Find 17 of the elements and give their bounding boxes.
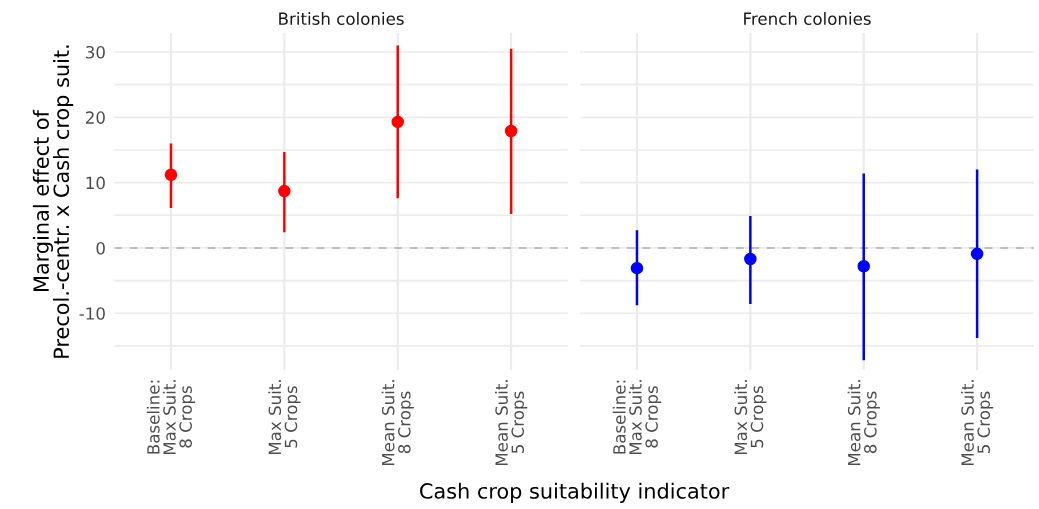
x-tick-label: Max Suit. 5 Crops <box>734 380 767 455</box>
x-tick-label: Mean Suit. 8 Crops <box>847 380 880 466</box>
y-tick-label: 20 <box>85 111 105 124</box>
x-tick-label: Mean Suit. 5 Crops <box>494 380 528 466</box>
x-tick-label: Baseline: Max Suit. 8 Crops <box>146 380 196 455</box>
x-tick-label: Baseline: Max Suit. 8 Crops <box>612 380 662 455</box>
chart-title: British colonies <box>279 12 404 25</box>
y-tick-label: 0 <box>96 241 105 255</box>
chart-title: French colonies <box>744 12 871 25</box>
x-tick-label: Mean Suit. 8 Crops <box>381 380 414 466</box>
x-axis-title: Cash crop suitability indicator <box>420 482 730 503</box>
y-tick-label: -10 <box>79 307 105 320</box>
x-tick-label: Max Suit. 5 Crops <box>268 380 301 455</box>
y-axis-title: Marginal effect of Precol.-centr. x Cash crop suit. <box>32 45 74 358</box>
y-tick-label: 30 <box>86 45 105 59</box>
y-tick-label: 10 <box>86 176 105 190</box>
x-tick-label: Mean Suit. 5 Crops <box>960 380 994 466</box>
